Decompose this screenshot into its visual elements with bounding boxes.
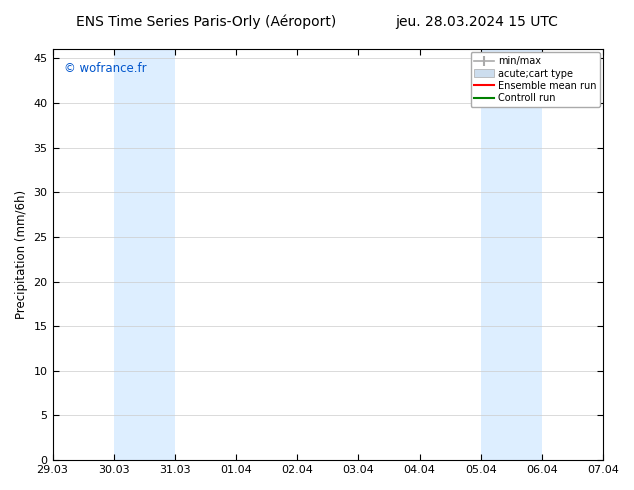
Bar [113, 49, 175, 460]
Text: © wofrance.fr: © wofrance.fr [63, 62, 146, 74]
Bar [603, 49, 633, 460]
Text: jeu. 28.03.2024 15 UTC: jeu. 28.03.2024 15 UTC [395, 15, 558, 29]
Y-axis label: Precipitation (mm/6h): Precipitation (mm/6h) [15, 190, 28, 319]
Text: ENS Time Series Paris-Orly (Aéroport): ENS Time Series Paris-Orly (Aéroport) [76, 15, 336, 29]
Legend: min/max, acute;cart type, Ensemble mean run, Controll run: min/max, acute;cart type, Ensemble mean … [470, 52, 600, 107]
Bar [481, 49, 542, 460]
